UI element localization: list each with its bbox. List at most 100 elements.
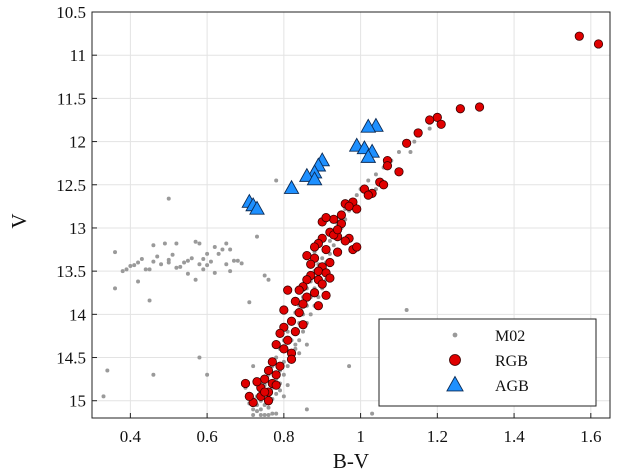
y-tick-label: 14.5 — [56, 349, 86, 368]
m02-point — [320, 256, 325, 261]
rgb-point — [302, 275, 312, 285]
m02-point — [155, 254, 160, 259]
rgb-point — [425, 115, 435, 125]
m02-point — [254, 234, 259, 239]
m02-point — [216, 251, 221, 256]
m02-point — [170, 252, 175, 257]
m02-point — [162, 241, 167, 246]
m02-point — [274, 178, 279, 183]
m02-point — [327, 238, 332, 243]
m02-point — [101, 394, 106, 399]
rgb-point — [394, 167, 404, 177]
m02-point — [301, 329, 306, 334]
m02-point — [266, 277, 271, 282]
rgb-point — [321, 244, 331, 255]
m02-point — [239, 261, 244, 266]
m02-point — [262, 273, 267, 278]
m02-point — [212, 244, 217, 249]
rgb-point — [313, 301, 323, 311]
m02-point — [224, 262, 229, 267]
y-tick-label: 15 — [69, 392, 86, 411]
rgb-point — [325, 273, 335, 283]
m02-point — [212, 270, 217, 275]
rgb-point — [267, 357, 277, 367]
rgb-point — [263, 365, 274, 376]
rgb-point — [294, 308, 304, 318]
m02-point — [228, 247, 233, 252]
m02-point — [197, 262, 202, 267]
rgb-point — [302, 292, 312, 302]
m02-point — [132, 263, 137, 268]
m02-point — [293, 342, 298, 347]
m02-point — [408, 149, 413, 154]
m02-point — [266, 413, 271, 417]
y-tick-label: 12 — [69, 133, 86, 152]
y-tick-label: 14 — [69, 305, 87, 324]
m02-point — [224, 241, 229, 246]
m02-point — [285, 364, 290, 369]
m02-point — [139, 257, 144, 262]
rgb-point — [306, 259, 316, 269]
rgb-point — [363, 190, 373, 200]
x-axis-label: B-V — [333, 449, 369, 473]
m02-point — [197, 355, 202, 360]
rgb-point — [283, 285, 293, 295]
y-axis-label: V — [7, 213, 31, 228]
rgb-point — [240, 378, 251, 389]
rgb-point — [474, 102, 485, 112]
rgb-point — [298, 299, 308, 309]
rgb-point — [271, 339, 281, 350]
m02-point — [193, 239, 198, 244]
m02-point — [136, 279, 141, 284]
m02-point — [205, 251, 210, 256]
series-rgb — [240, 31, 604, 408]
rgb-point — [298, 320, 308, 330]
rgb-point — [290, 296, 300, 306]
m02-point — [113, 250, 118, 255]
m02-point — [251, 407, 256, 412]
rgb-point — [260, 374, 270, 384]
x-tick-label: 0.6 — [196, 427, 217, 446]
m02-point — [182, 260, 187, 265]
m02-point — [235, 258, 240, 263]
rgb-point — [321, 212, 331, 223]
m02-point — [281, 394, 286, 399]
m02-point — [354, 193, 359, 198]
m02-point — [347, 364, 352, 369]
legend-rgb-marker — [449, 354, 461, 366]
y-tick-label: 11.5 — [57, 89, 86, 108]
m02-point — [228, 269, 233, 274]
m02-point — [143, 267, 148, 272]
legend-agb-label: AGB — [495, 378, 529, 395]
m02-point — [205, 372, 210, 377]
m02-point — [396, 149, 401, 154]
m02-point — [120, 269, 125, 274]
m02-point — [373, 172, 378, 177]
m02-point — [285, 383, 290, 388]
m02-point — [274, 411, 279, 416]
m02-point — [427, 126, 432, 131]
agb-point — [306, 171, 323, 186]
rgb-point — [283, 335, 293, 345]
m02-point — [251, 364, 256, 369]
rgb-point — [336, 210, 347, 220]
rgb-point — [275, 328, 285, 338]
rgb-point — [325, 257, 335, 268]
m02-point — [304, 342, 309, 347]
m02-point — [270, 411, 275, 416]
rgb-point — [286, 316, 297, 326]
m02-point — [266, 405, 271, 410]
rgb-point — [260, 387, 270, 397]
m02-point — [247, 300, 252, 305]
rgb-point — [313, 266, 323, 276]
m02-point — [262, 413, 267, 417]
m02-point — [281, 372, 286, 377]
x-tick-label: 1.2 — [427, 427, 448, 446]
m02-point — [297, 351, 302, 356]
m02-point — [147, 267, 152, 272]
m02-point — [174, 241, 179, 246]
rgb-point — [413, 128, 423, 138]
m02-point — [258, 407, 263, 412]
m02-point — [185, 258, 190, 263]
rgb-point — [279, 344, 289, 354]
